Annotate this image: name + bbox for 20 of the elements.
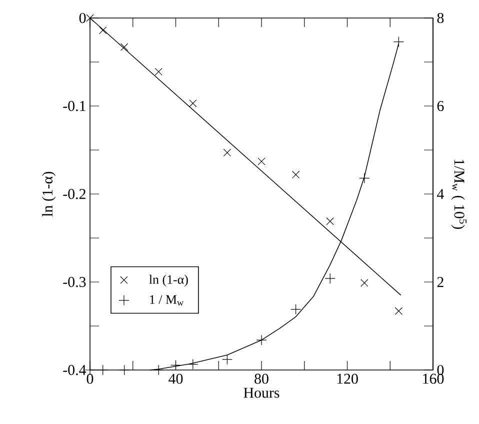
y-axis-title: ln (1-α) xyxy=(42,172,56,216)
x-tick-label: 0 xyxy=(86,374,94,384)
y2-tick-label: 6 xyxy=(437,100,444,112)
legend-label: 1 / M$_{w}$ xyxy=(150,295,184,306)
y2-tick-label: 0 xyxy=(437,364,444,376)
y2-tick-label: 4 xyxy=(437,189,444,199)
y2-tick-label: 2 xyxy=(437,277,444,287)
legend-label: ln (1-α) xyxy=(149,274,188,287)
x-tick-label: 40 xyxy=(168,374,183,384)
y2-axis-title: 1/M$_{w}$ ( 10$^{5}$) xyxy=(451,160,466,229)
y-tick-label: 0 xyxy=(79,12,86,24)
y-tick-label: -0.3 xyxy=(63,276,86,288)
x-tick-label: 160 xyxy=(423,374,444,384)
x-tick-label: 120 xyxy=(337,374,358,384)
y-tick-label: -0.1 xyxy=(63,100,86,112)
x-tick-label: 80 xyxy=(254,374,268,384)
y2-tick-label: 8 xyxy=(437,12,444,24)
y-tick-label: -0.2 xyxy=(63,188,86,200)
x-axis-title: Hours xyxy=(244,388,280,398)
y-tick-label: -0.4 xyxy=(63,364,86,376)
